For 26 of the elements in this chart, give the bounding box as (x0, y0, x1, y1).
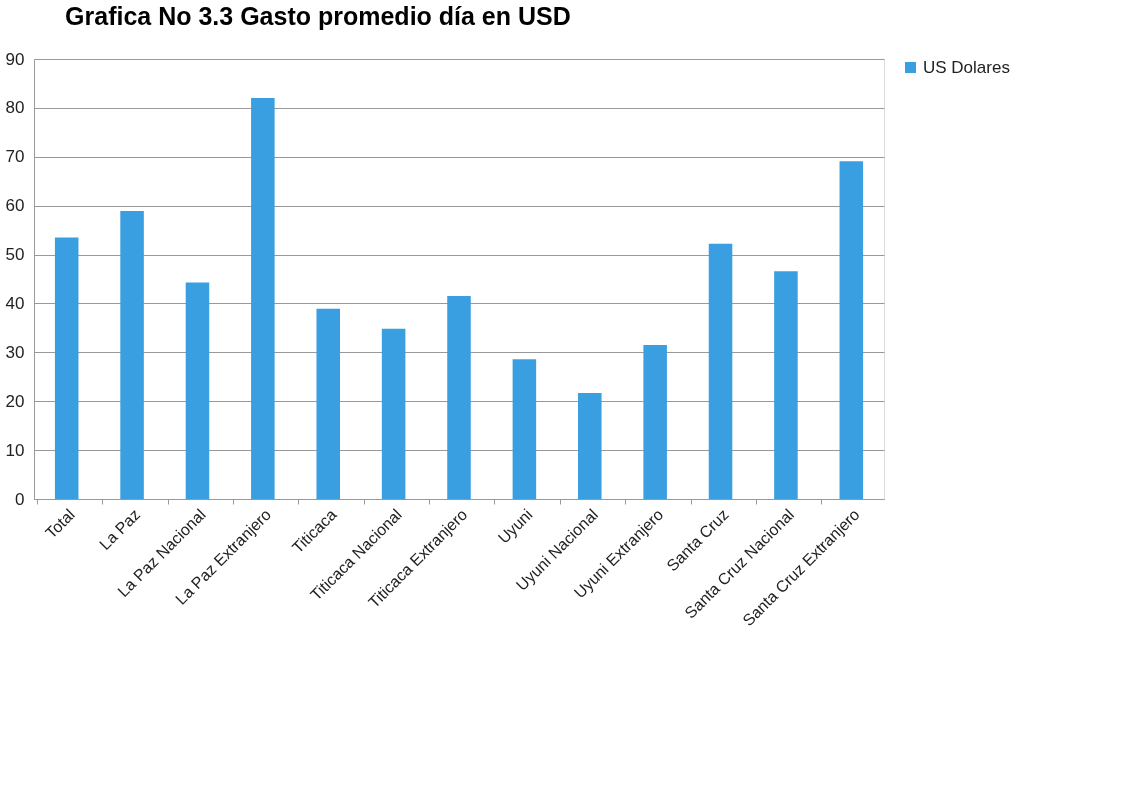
bar (316, 308, 340, 499)
bar (512, 359, 537, 499)
bar (708, 243, 733, 499)
y-tick-label: 80 (5, 98, 25, 118)
y-tick-label: 70 (5, 147, 25, 167)
y-tick-label: 10 (5, 440, 25, 460)
bar (774, 271, 798, 499)
legend-label: US Dolares (923, 57, 1010, 77)
bar (839, 161, 864, 499)
bar (447, 296, 471, 499)
bar (643, 345, 667, 499)
bar (54, 237, 79, 499)
y-tick-label: 20 (5, 391, 25, 411)
chart-title: Grafica No 3.3 Gasto promedio día en USD (65, 2, 571, 30)
y-tick-label: 90 (5, 49, 25, 69)
y-tick-label: 60 (5, 196, 25, 216)
bar (578, 392, 602, 499)
y-tick-label: 40 (5, 293, 25, 313)
x-tick-label: La Paz (96, 505, 144, 554)
bar (120, 211, 144, 499)
bar (185, 282, 210, 499)
bar (251, 98, 275, 499)
bar (381, 328, 406, 499)
y-tick-label: 30 (5, 342, 25, 362)
y-tick-label: 0 (15, 489, 25, 509)
y-tick-label: 50 (5, 245, 25, 265)
